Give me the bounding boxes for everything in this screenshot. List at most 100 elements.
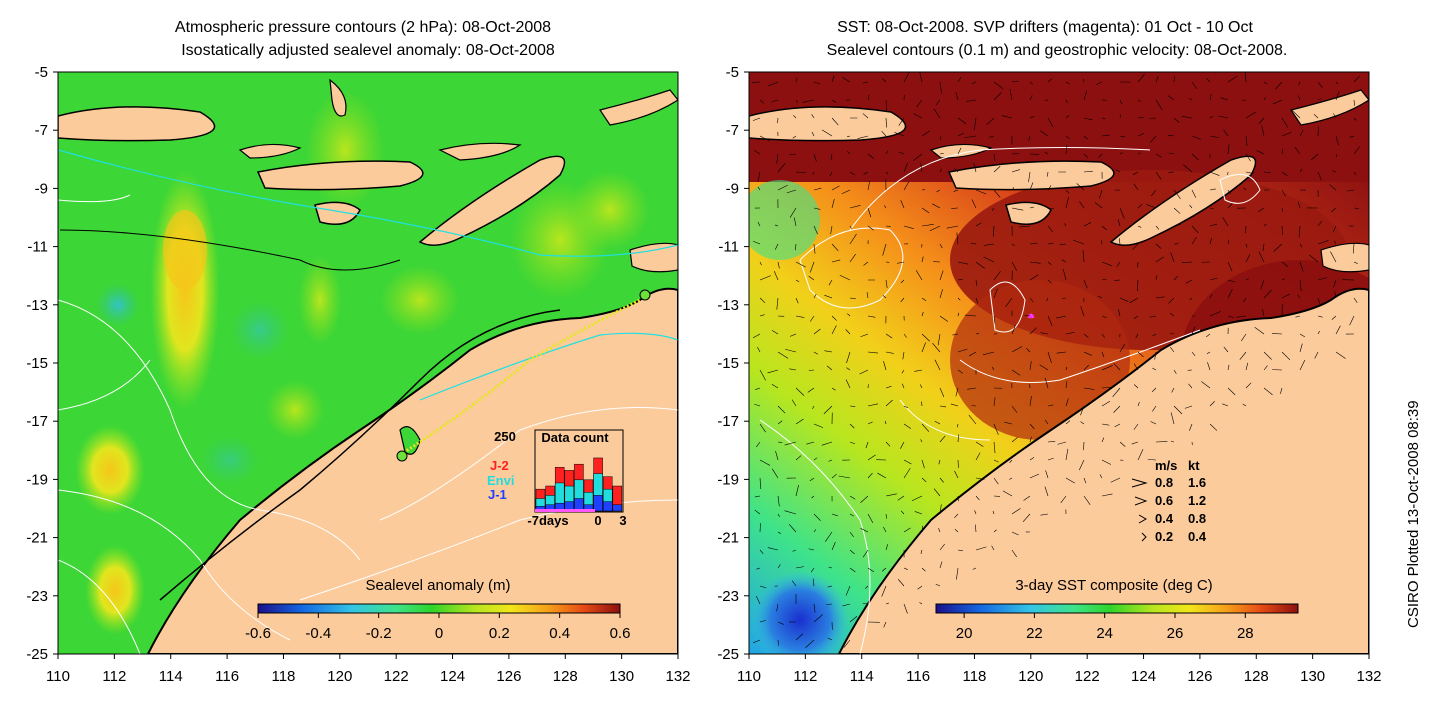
velocity-arrow (1191, 153, 1199, 161)
velocity-arrow (1245, 362, 1249, 371)
y-tick-label: -19 (26, 471, 48, 488)
velocity-arrow (759, 135, 770, 142)
velocity-arrow (759, 477, 762, 489)
velocity-arrow (756, 441, 761, 448)
velocity-arrow (831, 117, 839, 126)
velocity-arrow (1209, 116, 1214, 119)
velocity-arrow (885, 399, 893, 407)
velocity-arrow (993, 441, 996, 454)
velocity-arrow (1170, 252, 1175, 263)
velocity-arrow (1046, 297, 1049, 302)
velocity-arrow (1245, 382, 1252, 389)
velocity-arrow (975, 333, 980, 335)
velocity-arrow (1173, 275, 1178, 281)
velocity-arrow (1137, 279, 1139, 292)
velocity-arrow (1152, 333, 1157, 337)
velocity-arrow (774, 243, 779, 250)
velocity-arrow (885, 513, 887, 519)
velocity-arrow (795, 243, 797, 251)
velocity-arrow (1065, 448, 1069, 461)
y-tick-label: -9 (35, 180, 48, 197)
velocity-arrow (1065, 189, 1070, 194)
velocity-arrow (1129, 297, 1139, 304)
velocity-arrow (897, 579, 905, 587)
velocity-arrow (771, 383, 779, 389)
velocity-arrow (920, 439, 923, 443)
velocity-arrow (1150, 135, 1157, 143)
left-title-line1: Atmospheric pressure contours (2 hPa): 0… (175, 19, 551, 36)
velocity-arrow (831, 259, 841, 263)
velocity-arrow (975, 279, 978, 287)
velocity-arrow (867, 513, 874, 524)
x-tick-label: 120 (327, 668, 352, 685)
velocity-arrow (1101, 117, 1106, 120)
velocity-arrow (1333, 279, 1337, 288)
velocity-arrow (789, 333, 797, 337)
inset-bar-j1 (612, 504, 623, 512)
velocity-arrow (1065, 81, 1070, 85)
velocity-arrow (1011, 508, 1021, 515)
velocity-arrow (911, 495, 923, 501)
velocity-arrow (828, 459, 833, 462)
velocity-arrow (867, 351, 879, 354)
velocity-arrow (807, 387, 815, 393)
velocity-arrow (826, 365, 833, 371)
velocity-arrow (1169, 312, 1175, 317)
velocity-arrow (1173, 369, 1177, 374)
velocity-arrow (1047, 404, 1054, 407)
velocity-arrow (1073, 239, 1085, 245)
velocity-arrow (813, 187, 822, 191)
velocity-arrow (993, 288, 998, 299)
velocity-arrow (1155, 153, 1162, 158)
velocity-arrow (1023, 495, 1031, 501)
velocity-arrow (1155, 99, 1163, 111)
left-axes: 110 112 114 116 118 120 122 124 126 128 130 132 -5 -7… (26, 64, 690, 685)
velocity-arrow (1029, 457, 1035, 461)
velocity-arrow (1147, 459, 1157, 461)
velocity-arrow (788, 523, 797, 533)
velocity-arrow (1040, 332, 1049, 335)
colorbar-tick-label: 0 (435, 625, 443, 642)
velocity-arrow (812, 405, 815, 409)
velocity-arrow (1137, 99, 1141, 102)
velocity-arrow (793, 217, 797, 227)
inset-legend-j2: J-2 (490, 458, 509, 473)
left-panel: Atmospheric pressure contours (2 hPa): 0… (57, 19, 679, 655)
velocity-arrow (1191, 135, 1201, 140)
velocity-arrow (1029, 297, 1034, 303)
inset-bar-j1 (602, 501, 613, 512)
velocity-arrow (754, 150, 761, 155)
velocity-arrow (1209, 93, 1212, 101)
velocity-arrow (1047, 225, 1053, 233)
velocity-arrow (1207, 362, 1211, 371)
velocity-arrow (1185, 279, 1193, 284)
velocity-arrow (1101, 225, 1107, 231)
velocity-arrow (903, 527, 911, 533)
velocity-key-kt-header: kt (1188, 458, 1200, 473)
velocity-arrow (993, 423, 999, 435)
velocity-arrow (913, 153, 923, 161)
inset-xlabel-zero: 0 (594, 513, 601, 528)
x-tick-label: 118 (962, 668, 986, 685)
velocity-arrow (1313, 113, 1319, 119)
velocity-arrow (813, 293, 817, 299)
velocity-arrow (1155, 296, 1165, 299)
velocity-arrow (849, 441, 856, 445)
velocity-arrow (1146, 204, 1157, 209)
velocity-arrow (953, 189, 959, 192)
velocity-arrow (828, 279, 833, 286)
velocity-arrow (849, 513, 854, 517)
velocity-arrow (939, 477, 944, 483)
velocity-arrow (1029, 361, 1032, 371)
velocity-arrow (867, 153, 875, 159)
velocity-arrow (1245, 135, 1248, 147)
velocity-arrow (932, 342, 941, 353)
right-title-line2: Sealevel contours (0.1 m) and geostrophi… (827, 42, 1288, 59)
velocity-arrow (1056, 315, 1067, 319)
velocity-arrow (813, 328, 821, 335)
velocity-arrow (1209, 171, 1220, 176)
velocity-arrow (934, 359, 941, 371)
colorbar-tick-label: -0.4 (305, 625, 331, 642)
velocity-arrow (1173, 224, 1181, 227)
colorbar-tick-label: -0.2 (366, 625, 392, 642)
